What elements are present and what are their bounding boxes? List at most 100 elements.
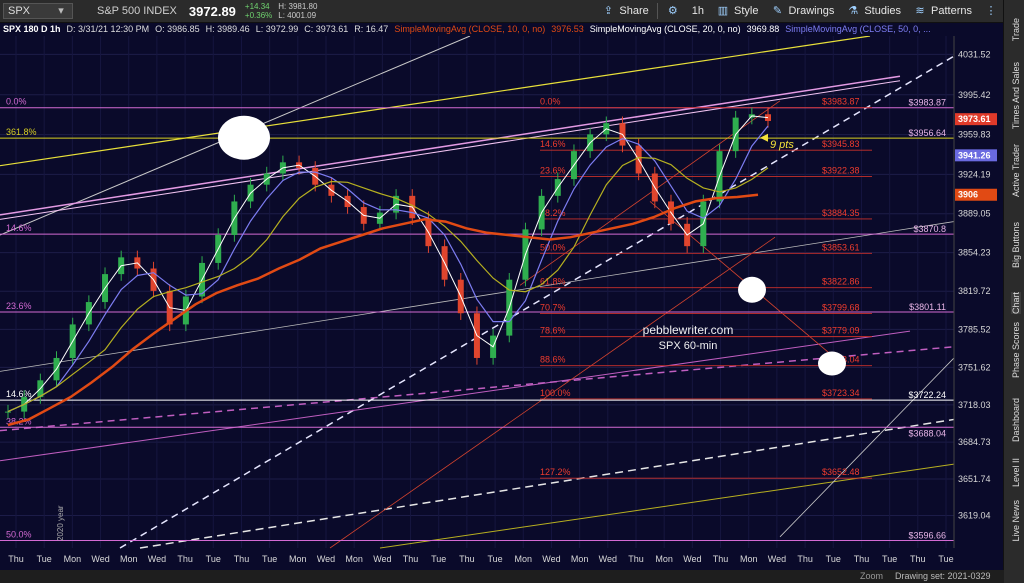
patterns-button[interactable]: ≋ Patterns (907, 0, 978, 22)
fib-left-label: 361.8% (6, 127, 37, 137)
x-tick-label: Thu (628, 554, 644, 564)
sidebar-tab-big-buttons[interactable]: Big Buttons (1011, 222, 1021, 269)
x-tick-label: Tue (206, 554, 221, 564)
x-tick-label: Mon (515, 554, 533, 564)
price-badge-label: 3941.26 (958, 150, 991, 160)
x-tick-label: Tue (431, 554, 446, 564)
fib-retrace-price: $3779.09 (822, 326, 860, 336)
sidebar-tab-dashboard[interactable]: Dashboard (1011, 398, 1021, 443)
fib-retrace-price: $3723.34 (822, 388, 860, 398)
fib-retrace-price: $3652.48 (822, 467, 860, 477)
fib-retrace-pct: 127.2% (540, 467, 571, 477)
x-tick-label: Wed (768, 554, 786, 564)
fib-retrace-price: $3884.35 (822, 208, 860, 218)
fib-price-label: $3596.66 (908, 531, 946, 541)
x-tick-label: Thu (713, 554, 729, 564)
y-tick-label: 3995.42 (958, 90, 991, 100)
sidebar-tab-chart[interactable]: Chart (1011, 292, 1021, 315)
drawings-button[interactable]: ✎ Drawings (764, 0, 840, 22)
share-button[interactable]: ⇪ Share (595, 0, 654, 22)
symbol-selector[interactable]: SPX ▾ (3, 3, 73, 19)
zoom-control[interactable]: Zoom (860, 571, 884, 581)
sidebar-tab-phase-scores[interactable]: Phase Scores (1011, 322, 1021, 379)
x-axis: Thu Tue Mon Wed Mon Wed Thu Tue Thu Tue Mon Wed Mon W… (8, 554, 953, 564)
x-tick-label: Tue (938, 554, 953, 564)
trend-line (139, 418, 955, 549)
sidebar-tab-active-trader[interactable]: Active Trader (1011, 144, 1021, 198)
y-tick-label: 3819.72 (958, 286, 991, 296)
sidebar-tab-trade[interactable]: Trade (1011, 18, 1021, 42)
symbol-label: SPX (8, 5, 31, 17)
trend-line (649, 201, 836, 359)
price-badge-label: 3973.61 (958, 114, 991, 124)
interval-selector[interactable]: 1h (686, 0, 710, 22)
patterns-icon: ≋ (915, 5, 925, 17)
x-tick-label: Thu (854, 554, 870, 564)
fib-left-label: 23.6% (6, 301, 32, 311)
info-sma50: SimpleMovingAvg (CLOSE, 50, 0, ... (785, 24, 931, 34)
info-range: R: 16.47 (354, 24, 389, 34)
grid (0, 36, 954, 548)
top-toolbar: SPX ▾ S&P 500 INDEX 3972.89 +14.34 +0.36… (0, 0, 1004, 23)
fib-retrace-pct: 78.6% (540, 326, 566, 336)
y-tick-label: 3651.74 (958, 474, 991, 484)
sidebar-tab-level-ii[interactable]: Level II (1011, 458, 1021, 488)
info-open: O: 3986.85 (155, 24, 200, 34)
more-button[interactable]: ⋮ (978, 0, 1004, 22)
fib-retrace-pct: 23.6% (540, 165, 566, 175)
x-tick-label: Wed (683, 554, 701, 564)
style-icon: ▥ (717, 5, 729, 17)
x-tick-label: Mon (120, 554, 138, 564)
x-tick-label: Mon (740, 554, 758, 564)
last-price: 3972.89 (188, 3, 236, 19)
fib-retrace-price: $3922.38 (822, 165, 860, 175)
studies-icon: ⚗ (848, 5, 859, 17)
x-tick-label: Tue (487, 554, 502, 564)
x-tick-label: Wed (317, 554, 335, 564)
share-icon: ⇪ (603, 5, 613, 17)
style-label: Style (734, 5, 759, 17)
settings-button[interactable]: ⚙ (660, 0, 686, 22)
x-tick-label: Mon (571, 554, 589, 564)
x-tick-label: Thu (459, 554, 475, 564)
sma10-line (7, 115, 769, 413)
points-annotation: 9 pts (770, 139, 794, 151)
x-tick-label: Wed (542, 554, 560, 564)
year-label: 2020 year (56, 505, 65, 541)
fib-price-label: $3801.11 (909, 302, 946, 312)
high-value: H: 3981.80 (278, 2, 318, 11)
fib-price-label: $3956.64 (908, 128, 946, 138)
watermark-line-1: pebblewriter.com (643, 323, 734, 337)
trend-line (0, 36, 871, 167)
info-sma10-value: 3976.53 (551, 24, 584, 34)
x-tick-label: Thu (8, 554, 24, 564)
x-tick-label: Tue (882, 554, 897, 564)
x-tick-label: Mon (64, 554, 82, 564)
fib-left-label: 50.0% (6, 530, 32, 540)
studies-button[interactable]: ⚗ Studies (840, 0, 907, 22)
info-sma20-value: 3969.88 (746, 24, 780, 34)
trend-line (0, 330, 911, 462)
info-sma20: SimpleMovingAvg (CLOSE, 20, 0, no) (589, 24, 741, 34)
candle-body (765, 114, 771, 121)
low-value: L: 4001.09 (278, 11, 317, 20)
fib-retrace-price: $3822.86 (822, 277, 860, 287)
trend-line (0, 221, 955, 372)
moving-averages (7, 115, 769, 427)
hl-block: H: 3981.80 L: 4001.09 (275, 0, 320, 22)
fib-left-label: 14.6% (6, 389, 32, 399)
sidebar-tab-live-news[interactable]: Live News (1011, 500, 1021, 542)
fib-left-label: 0.0% (6, 97, 27, 107)
style-button[interactable]: ▥ Style (710, 0, 764, 22)
trend-line (779, 357, 955, 538)
share-label: Share (619, 5, 649, 17)
highlight-circle (218, 115, 270, 160)
sidebar-tab-times-and-sales[interactable]: Times And Sales (1011, 62, 1021, 130)
symbol-name: S&P 500 INDEX (97, 5, 177, 17)
x-tick-label: Thu (177, 554, 193, 564)
y-tick-label: 3751.62 (958, 362, 991, 372)
x-tick-label: Tue (826, 554, 841, 564)
fib-retrace-pct: 100.0% (540, 388, 571, 398)
price-chart[interactable]: 0.0% 361.8% 14.6% 23.6% 14.6% 38.2% 50.0% $3983… (0, 36, 1004, 570)
drawing-set-label: Drawing set: 2021-0329 (895, 571, 991, 581)
